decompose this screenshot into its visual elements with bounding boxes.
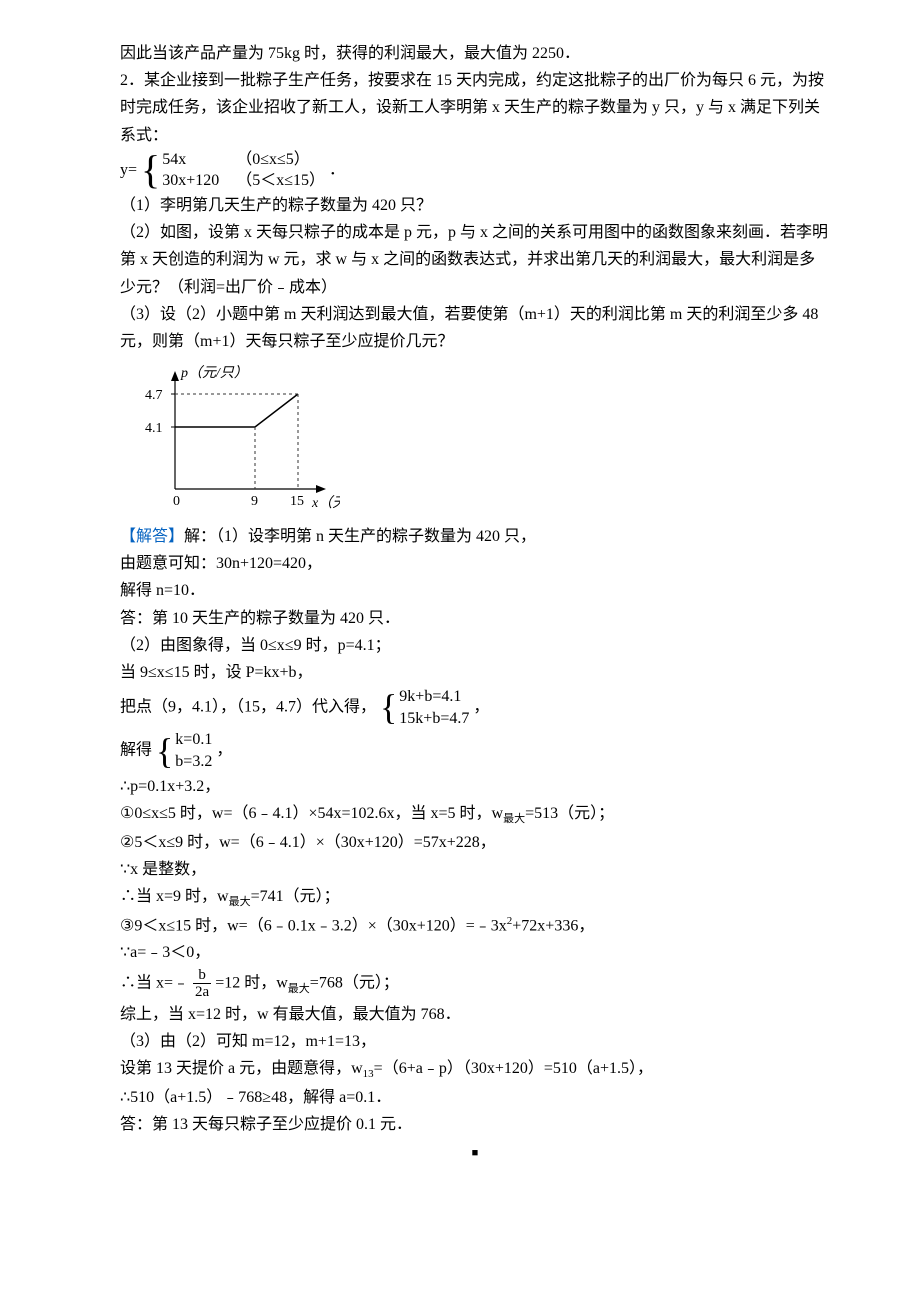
answer-3-line3: ∴510（a+1.5）﹣768≥48，解得 a=0.1． <box>120 1084 830 1111</box>
a2-l12-tail: =768（元）； <box>310 974 399 991</box>
a3-l2a: 设第 13 天提价 a 元，由题意得，w <box>120 1060 363 1077</box>
system-1: { 9k+b=4.1 15k+b=4.7 <box>380 686 469 729</box>
a2-l9a: ∴当 x=9 时，w <box>120 888 229 905</box>
system-1-cases: 9k+b=4.1 15k+b=4.7 <box>399 686 469 729</box>
fraction-b-2a: b 2a <box>193 967 211 1001</box>
a2-l3-lead: 把点（9，4.1），（15，4.7）代入得， <box>120 698 376 715</box>
piecewise-tail: ． <box>329 161 345 178</box>
piecewise-definition: y= { 54x （0≤x≤5） 30x+120 （5＜x≤15） ． <box>120 149 830 192</box>
answer-2-line13: 综上，当 x=12 时，w 有最大值，最大值为 768． <box>120 1001 830 1028</box>
a2-l4-tail: ， <box>216 742 232 759</box>
left-brace-icon: { <box>141 152 160 188</box>
frac-den: 2a <box>193 984 211 1001</box>
svg-text:15: 15 <box>290 494 304 509</box>
answer-2-line2: 当 9≤x≤15 时，设 P=kx+b， <box>120 659 830 686</box>
answer-2-line3: 把点（9，4.1），（15，4.7）代入得， { 9k+b=4.1 15k+b=… <box>120 686 830 729</box>
sub-max: 最大 <box>288 982 310 994</box>
svg-text:9: 9 <box>251 494 258 509</box>
answer-3-line1: （3）由（2）可知 m=12，m+1=13， <box>120 1028 830 1055</box>
answer-label: 【解答】 <box>120 528 184 545</box>
question-3: （3）设（2）小题中第 m 天利润达到最大值，若要使第（m+1）天的利润比第 m… <box>120 301 830 355</box>
left-brace-icon: { <box>380 693 397 722</box>
page-mark: ■ <box>120 1144 830 1163</box>
answer-2-line12: ∴当 x=﹣ b 2a =12 时，w最大=768（元）； <box>120 967 830 1001</box>
answer-2-line5: ∴p=0.1x+3.2， <box>120 773 830 800</box>
case2-cond: （5＜x≤15） <box>236 172 325 189</box>
piecewise-brace: { 54x （0≤x≤5） 30x+120 （5＜x≤15） <box>141 149 325 192</box>
a2-l12-lead: ∴当 x=﹣ <box>120 974 189 991</box>
answer-1-line3: 解得 n=10． <box>120 577 830 604</box>
sub-max: 最大 <box>229 896 251 908</box>
answer-2-line10: ③9＜x≤15 时，w=（6﹣0.1x﹣3.2）×（30x+120）=﹣3x2+… <box>120 912 830 940</box>
question-1: （1）李明第几天生产的粽子数量为 420 只？ <box>120 192 830 219</box>
sys1-r1: 9k+b=4.1 <box>399 686 469 708</box>
answer-2-line9: ∴当 x=9 时，w最大=741（元）； <box>120 883 830 912</box>
a2-l10b: +72x+336， <box>512 917 594 934</box>
sys2-r2: b=3.2 <box>175 751 212 773</box>
left-brace-icon: { <box>156 737 173 766</box>
svg-text:4.1: 4.1 <box>145 421 163 436</box>
a2-l3-tail: ， <box>473 698 489 715</box>
svg-text:p（元/只）: p（元/只） <box>180 365 248 381</box>
a2-l4-lead: 解得 <box>120 742 152 759</box>
sub-max: 最大 <box>503 813 525 825</box>
answer-2-line1: （2）由图象得，当 0≤x≤9 时，p=4.1； <box>120 632 830 659</box>
answer-1-line2: 由题意可知：30n+120=420， <box>120 550 830 577</box>
svg-text:0: 0 <box>173 494 180 509</box>
answer-1-line1: 【解答】解：（1）设李明第 n 天生产的粽子数量为 420 只， <box>120 523 830 550</box>
a2-l12-mid: =12 时，w <box>215 974 288 991</box>
sys1-r2: 15k+b=4.7 <box>399 708 469 730</box>
a2-l6a: ①0≤x≤5 时，w=（6﹣4.1）×54x=102.6x，当 x=5 时，w <box>120 805 503 822</box>
answer-2-line6: ①0≤x≤5 时，w=（6﹣4.1）×54x=102.6x，当 x=5 时，w最… <box>120 800 830 829</box>
sub-13: 13 <box>363 1068 374 1080</box>
answer-3-line2: 设第 13 天提价 a 元，由题意得，w13=（6+a﹣p）（30x+120）=… <box>120 1055 830 1084</box>
a2-l9b: =741（元）； <box>251 888 340 905</box>
a2-l10a: ③9＜x≤15 时，w=（6﹣0.1x﹣3.2）×（30x+120）=﹣3x <box>120 917 507 934</box>
answer-3-line4: 答：第 13 天每只粽子至少应提价 0.1 元． <box>120 1111 830 1138</box>
problem-stem: 2．某企业接到一批粽子生产任务，按要求在 15 天内完成，约定这批粽子的出厂价为… <box>120 67 830 149</box>
intro-line: 因此当该产品产量为 75kg 时，获得的利润最大，最大值为 2250． <box>120 40 830 67</box>
a3-l2b: =（6+a﹣p）（30x+120）=510（a+1.5）， <box>374 1060 653 1077</box>
frac-num: b <box>193 967 211 985</box>
answer-1-line4: 答：第 10 天生产的粽子数量为 420 只． <box>120 605 830 632</box>
system-2-cases: k=0.1 b=3.2 <box>175 729 212 772</box>
piecewise-cases: 54x （0≤x≤5） 30x+120 （5＜x≤15） <box>162 149 325 192</box>
piecewise-lead: y= <box>120 161 137 178</box>
svg-text:4.7: 4.7 <box>145 388 163 403</box>
question-2: （2）如图，设第 x 天每只粽子的成本是 p 元，p 与 x 之间的关系可用图中… <box>120 219 830 301</box>
answer-2-line7: ②5＜x≤9 时，w=（6﹣4.1）×（30x+120）=57x+228， <box>120 829 830 856</box>
svg-text:x（天）: x（天） <box>311 495 340 511</box>
case1-cond: （0≤x≤5） <box>236 151 310 168</box>
answer-2-line11: ∵a=﹣3＜0， <box>120 939 830 966</box>
answer-2-line4: 解得 { k=0.1 b=3.2 ， <box>120 729 830 772</box>
system-2: { k=0.1 b=3.2 <box>156 729 212 772</box>
a1-l1-text: 解：（1）设李明第 n 天生产的粽子数量为 420 只， <box>184 528 536 545</box>
answer-2-line8: ∵x 是整数， <box>120 856 830 883</box>
case2-expr: 30x+120 <box>162 170 232 192</box>
a2-l6b: =513（元）； <box>525 805 614 822</box>
cost-chart: p（元/只） 4.7 4.1 0 9 15 x（天） <box>120 359 340 519</box>
case1-expr: 54x <box>162 149 232 171</box>
sys2-r1: k=0.1 <box>175 729 212 751</box>
